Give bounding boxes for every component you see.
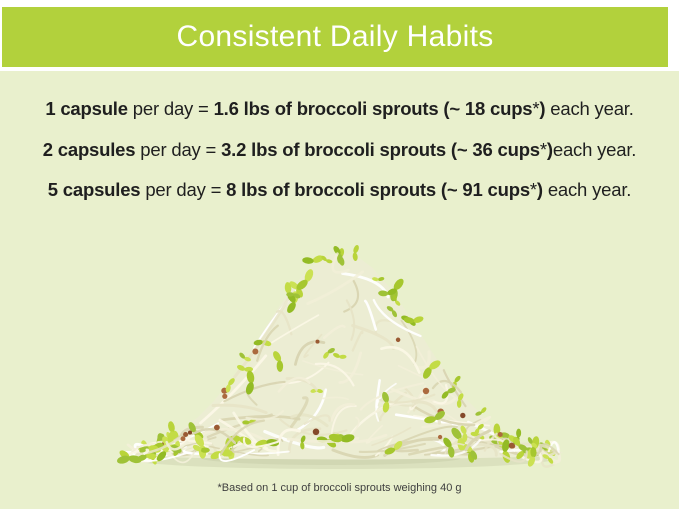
footnote: *Based on 1 cup of broccoli sprouts weig… xyxy=(217,482,462,494)
page-title: Consistent Daily Habits xyxy=(176,20,494,53)
fact-line-2: 2 capsules per day = 3.2 lbs of broccoli… xyxy=(42,138,637,160)
broccoli-sprouts-image xyxy=(117,244,563,469)
content-panel: 1 capsule per day = 1.6 lbs of broccoli … xyxy=(0,71,679,509)
header-bar: Consistent Daily Habits xyxy=(2,7,668,67)
fact-line-3: 5 capsules per day = 8 lbs of broccoli s… xyxy=(47,179,632,200)
fact-line-1: 1 capsule per day = 1.6 lbs of broccoli … xyxy=(45,98,634,119)
facts-list: 1 capsule per day = 1.6 lbs of broccoli … xyxy=(0,96,679,203)
